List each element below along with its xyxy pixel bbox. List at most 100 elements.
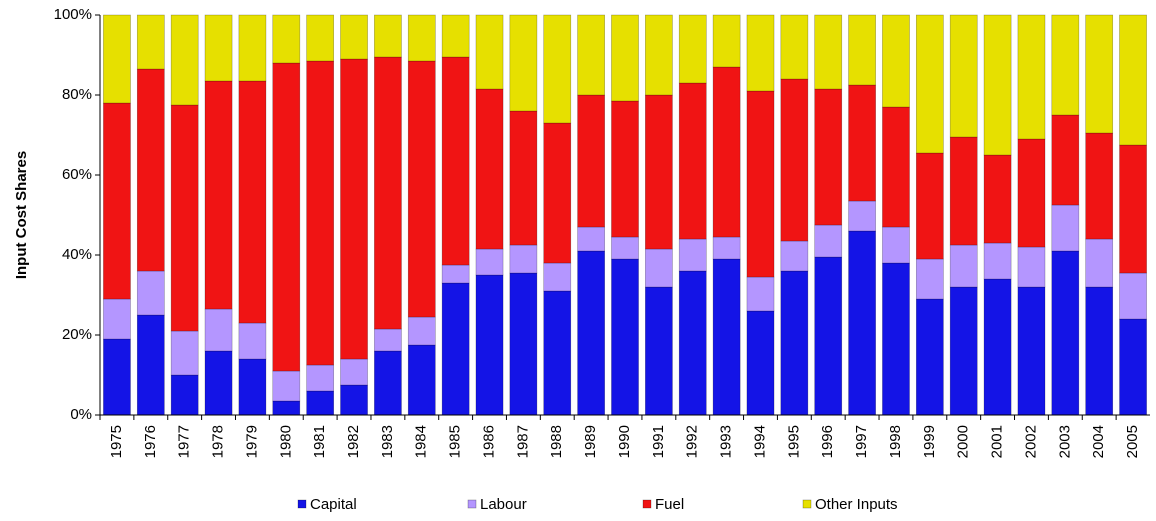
bar-segment <box>374 14 402 58</box>
bar-segment <box>238 14 267 82</box>
bar-segment <box>712 14 741 68</box>
bar-segment <box>1085 238 1114 288</box>
bar-segment <box>441 14 470 58</box>
bar-segment <box>814 88 843 226</box>
bar-segment <box>204 14 233 82</box>
bar-segment <box>983 154 1012 244</box>
bar-segment <box>949 244 978 288</box>
y-tick-label: 20% <box>62 326 92 343</box>
x-tick-label: 1975 <box>108 425 125 458</box>
x-tick-label: 1994 <box>751 425 768 458</box>
bar-segment <box>848 84 876 202</box>
x-tick-label: 1996 <box>819 425 836 458</box>
x-tick-label: 2001 <box>989 425 1006 458</box>
bar-segment <box>780 240 809 272</box>
legend-swatch <box>297 499 307 509</box>
bar-segment <box>678 14 707 84</box>
bar-segment <box>611 236 639 260</box>
bar-segment <box>475 274 504 416</box>
x-tick-label: 1984 <box>413 425 430 458</box>
bar-segment <box>1051 204 1080 252</box>
bar-segment <box>170 374 199 416</box>
bar-segment <box>577 14 605 96</box>
bar-segment <box>543 122 572 264</box>
x-tick-label: 1991 <box>650 425 667 458</box>
bar-segment <box>1017 246 1046 288</box>
bar-segment <box>645 94 673 250</box>
legend-label: Fuel <box>655 496 684 513</box>
bar-segment <box>1085 286 1114 416</box>
bar-segment <box>780 270 809 416</box>
bar-segment <box>407 60 436 318</box>
x-tick-label: 2005 <box>1124 425 1141 458</box>
bar-segment <box>306 364 335 392</box>
x-tick-label: 1978 <box>210 425 227 458</box>
y-axis-label: Input Cost Shares <box>13 151 30 279</box>
legend-label: Other Inputs <box>815 496 898 513</box>
bar-segment <box>509 110 538 246</box>
x-tick-label: 1982 <box>345 425 362 458</box>
x-tick-label: 1987 <box>514 425 531 458</box>
bar-segment <box>645 14 673 96</box>
x-tick-label: 1990 <box>616 425 633 458</box>
bar-segment <box>645 248 673 288</box>
bar-segment <box>678 238 707 272</box>
x-tick-label: 1999 <box>921 425 938 458</box>
bar-segment <box>238 322 267 360</box>
bar-segment <box>306 390 335 416</box>
x-tick-label: 1992 <box>684 425 701 458</box>
bar-segment <box>814 256 843 416</box>
x-tick-label: 1976 <box>142 425 159 458</box>
x-tick-label: 1977 <box>176 425 193 458</box>
bar-segment <box>340 384 368 416</box>
bar-segment <box>915 14 944 154</box>
bar-segment <box>238 80 267 324</box>
bar-segment <box>374 350 402 416</box>
x-tick-label: 1979 <box>243 425 260 458</box>
bar-segment <box>611 100 639 238</box>
bar-segment <box>678 270 707 416</box>
bar-segment <box>340 58 368 360</box>
bar-segment <box>814 224 843 258</box>
bar-segment <box>611 14 639 102</box>
bar-segment <box>983 14 1012 156</box>
bar-segment <box>170 104 199 332</box>
bar-segment <box>238 358 267 416</box>
bar-segment <box>103 338 131 416</box>
bar-segment <box>1017 138 1046 248</box>
bar-segment <box>915 298 944 416</box>
x-tick-label: 1997 <box>853 425 870 458</box>
bar-segment <box>1119 14 1147 146</box>
bar-segment <box>136 68 165 272</box>
bar-segment <box>712 258 741 416</box>
bar-segment <box>949 286 978 416</box>
bar-segment <box>645 286 673 416</box>
bar-segment <box>577 250 605 416</box>
x-tick-label: 1989 <box>582 425 599 458</box>
bar-segment <box>712 236 741 260</box>
bar-segment <box>577 94 605 228</box>
bar-segment <box>678 82 707 240</box>
bar-segment <box>407 14 436 62</box>
bar-segment <box>204 350 233 416</box>
bar-segment <box>848 230 876 416</box>
bar-segment <box>136 14 165 70</box>
bar-segment <box>509 272 538 416</box>
legend-swatch <box>467 499 477 509</box>
bar-segment <box>882 14 910 108</box>
bar-segment <box>509 244 538 274</box>
bar-segment <box>983 278 1012 416</box>
bar-segment <box>1051 250 1080 416</box>
bar-segment <box>475 88 504 250</box>
x-tick-label: 1981 <box>311 425 328 458</box>
bar-segment <box>340 358 368 386</box>
bar-segment <box>103 298 131 340</box>
bar-segment <box>1017 14 1046 140</box>
x-tick-label: 1993 <box>718 425 735 458</box>
bar-segment <box>543 14 572 124</box>
x-tick-label: 1995 <box>785 425 802 458</box>
legend-swatch <box>642 499 652 509</box>
y-tick-label: 40% <box>62 246 92 263</box>
x-tick-label: 1986 <box>480 425 497 458</box>
bar-segment <box>882 226 910 264</box>
